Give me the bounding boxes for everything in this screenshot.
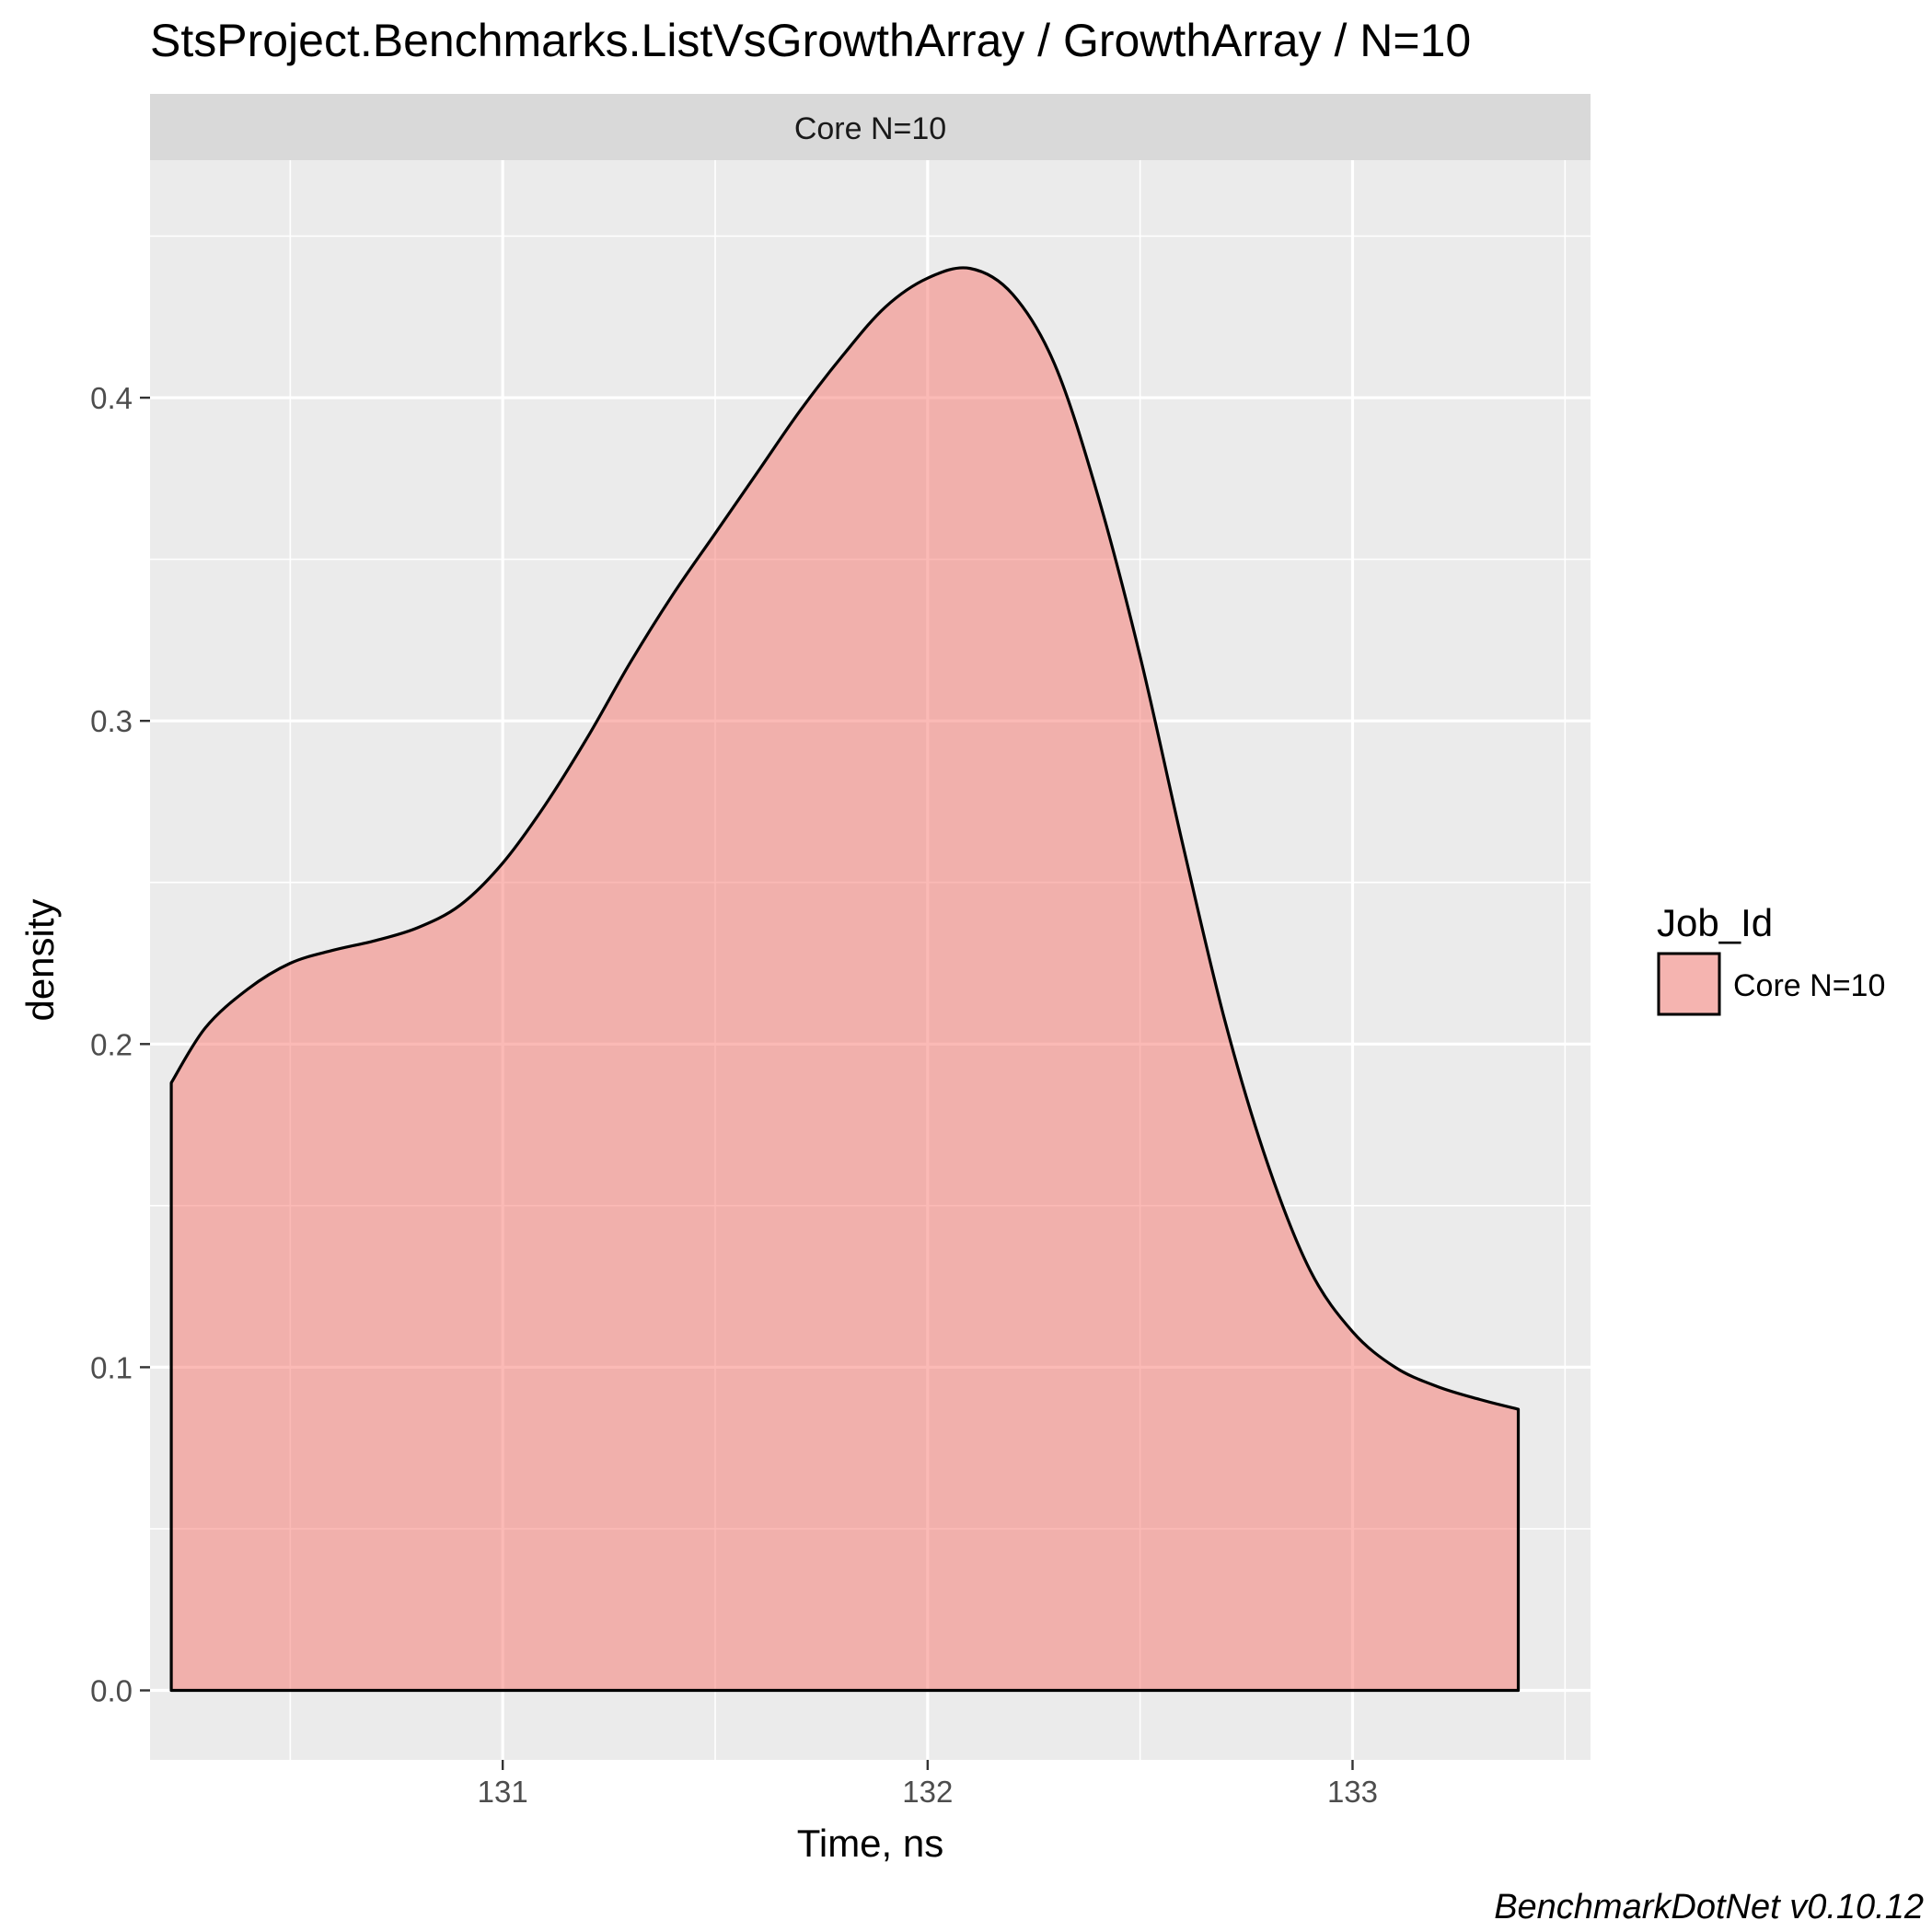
- y-tick-label: 0.1: [90, 1350, 133, 1384]
- caption: BenchmarkDotNet v0.10.12: [1494, 1888, 1924, 1926]
- facet-strip-label: Core N=10: [794, 111, 946, 146]
- x-tick-label: 132: [902, 1775, 953, 1809]
- legend-title: Job_Id: [1657, 901, 1773, 944]
- y-tick-label: 0.0: [90, 1674, 133, 1708]
- y-axis-title: density: [18, 898, 62, 1021]
- legend-key-swatch: [1659, 954, 1719, 1014]
- x-tick-label: 133: [1327, 1775, 1378, 1809]
- x-axis: 131 132 133: [478, 1760, 1378, 1809]
- y-tick-label: 0.3: [90, 704, 133, 738]
- chart-title: StsProject.Benchmarks.ListVsGrowthArray …: [150, 15, 1471, 66]
- y-axis: 0.0 0.1 0.2 0.3 0.4: [90, 381, 150, 1707]
- legend-entry-label: Core N=10: [1733, 968, 1885, 1003]
- y-tick-label: 0.2: [90, 1027, 133, 1061]
- x-axis-title: Time, ns: [797, 1822, 943, 1865]
- x-tick-label: 131: [478, 1775, 528, 1809]
- legend: Job_Id Core N=10: [1657, 901, 1885, 1016]
- y-tick-label: 0.4: [90, 381, 133, 415]
